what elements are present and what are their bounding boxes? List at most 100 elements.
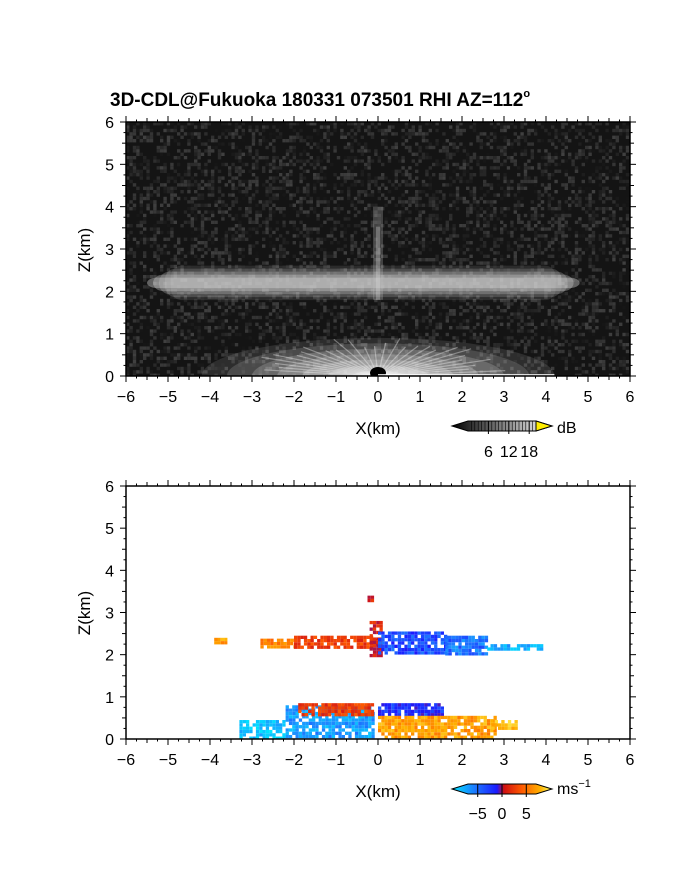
noise-pixel xyxy=(177,285,181,289)
noise-pixel xyxy=(367,166,371,170)
noise-pixel xyxy=(449,213,453,218)
noise-pixel xyxy=(255,241,259,245)
noise-pixel xyxy=(571,183,575,187)
noise-pixel xyxy=(418,292,422,296)
noise-pixel xyxy=(156,193,160,197)
noise-pixel xyxy=(462,169,466,173)
noise-pixel xyxy=(510,302,514,306)
noise-pixel xyxy=(258,360,262,364)
noise-pixel xyxy=(139,176,143,180)
noise-pixel xyxy=(241,315,245,320)
noise-pixel xyxy=(251,186,256,190)
noise-pixel xyxy=(323,183,327,187)
noise-pixel xyxy=(493,139,497,143)
noise-pixel xyxy=(387,247,392,252)
noise-pixel xyxy=(415,366,419,371)
noise-pixel xyxy=(581,356,585,360)
noise-pixel xyxy=(217,169,222,173)
noise-pixel xyxy=(268,190,273,194)
noise-pixel xyxy=(132,360,137,364)
noise-pixel xyxy=(608,322,613,326)
noise-pixel xyxy=(265,360,269,364)
noise-pixel xyxy=(387,234,392,238)
noise-pixel xyxy=(554,145,558,150)
noise-pixel xyxy=(316,275,320,279)
noise-pixel xyxy=(316,128,320,133)
noise-pixel xyxy=(129,288,133,292)
noise-pixel xyxy=(177,183,181,187)
noise-pixel xyxy=(574,366,579,371)
noise-pixel xyxy=(527,237,531,241)
noise-pixel xyxy=(136,281,140,286)
noise-pixel xyxy=(520,258,524,262)
noise-pixel xyxy=(462,196,466,201)
noise-pixel xyxy=(452,268,456,272)
noise-pixel xyxy=(415,196,419,201)
noise-pixel xyxy=(248,329,252,333)
noise-pixel xyxy=(574,346,579,350)
noise-pixel xyxy=(268,295,273,299)
noise-pixel xyxy=(551,196,555,201)
noise-pixel xyxy=(326,139,330,143)
noise-pixel xyxy=(364,213,368,218)
noise-pixel xyxy=(445,241,449,245)
noise-pixel xyxy=(323,247,327,252)
noise-pixel xyxy=(166,302,171,306)
noise-pixel xyxy=(353,281,358,286)
noise-pixel xyxy=(251,227,256,231)
noise-pixel xyxy=(534,285,538,289)
noise-pixel xyxy=(398,244,402,248)
noise-pixel xyxy=(200,220,205,224)
noise-pixel xyxy=(547,305,551,309)
noise-pixel xyxy=(272,186,276,190)
noise-pixel xyxy=(486,305,490,309)
noise-pixel xyxy=(207,169,211,173)
noise-pixel xyxy=(585,207,589,211)
noise-pixel xyxy=(231,329,235,333)
noise-pixel xyxy=(153,179,157,184)
noise-pixel xyxy=(527,132,531,136)
noise-pixel xyxy=(370,264,375,269)
noise-pixel xyxy=(398,366,402,371)
noise-pixel xyxy=(438,315,443,320)
noise-pixel xyxy=(347,142,351,146)
noise-pixel xyxy=(289,183,293,187)
noise-pixel xyxy=(602,149,606,153)
noise-pixel xyxy=(561,152,565,156)
noise-pixel xyxy=(156,322,160,326)
noise-pixel xyxy=(418,132,422,136)
noise-pixel xyxy=(588,254,592,258)
noise-pixel xyxy=(571,332,575,337)
noise-pixel xyxy=(462,271,466,275)
noise-pixel xyxy=(350,251,354,255)
noise-pixel xyxy=(503,156,507,160)
noise-pixel xyxy=(381,336,385,340)
noise-pixel xyxy=(500,360,504,364)
noise-pixel xyxy=(510,268,514,272)
noise-pixel xyxy=(493,261,497,265)
noise-pixel xyxy=(612,275,616,279)
noise-pixel xyxy=(520,230,524,235)
noise-pixel xyxy=(619,339,623,343)
noise-pixel xyxy=(459,152,463,156)
noise-pixel xyxy=(421,275,426,279)
noise-pixel xyxy=(357,261,361,265)
noise-pixel xyxy=(489,200,494,204)
elevated-layer-band xyxy=(147,277,580,289)
noise-pixel xyxy=(384,244,388,248)
noise-pixel xyxy=(506,349,511,354)
noise-pixel xyxy=(323,305,327,309)
noise-pixel xyxy=(323,166,327,170)
noise-pixel xyxy=(166,224,171,228)
noise-pixel xyxy=(282,254,286,258)
noise-pixel xyxy=(197,224,201,228)
noise-pixel xyxy=(381,247,385,252)
noise-pixel xyxy=(534,190,538,194)
noise-pixel xyxy=(418,295,422,299)
noise-pixel xyxy=(163,169,167,173)
noise-pixel xyxy=(350,173,354,177)
noise-pixel xyxy=(438,319,443,323)
noise-pixel xyxy=(530,295,534,299)
noise-pixel xyxy=(574,278,579,282)
noise-pixel xyxy=(401,128,405,133)
